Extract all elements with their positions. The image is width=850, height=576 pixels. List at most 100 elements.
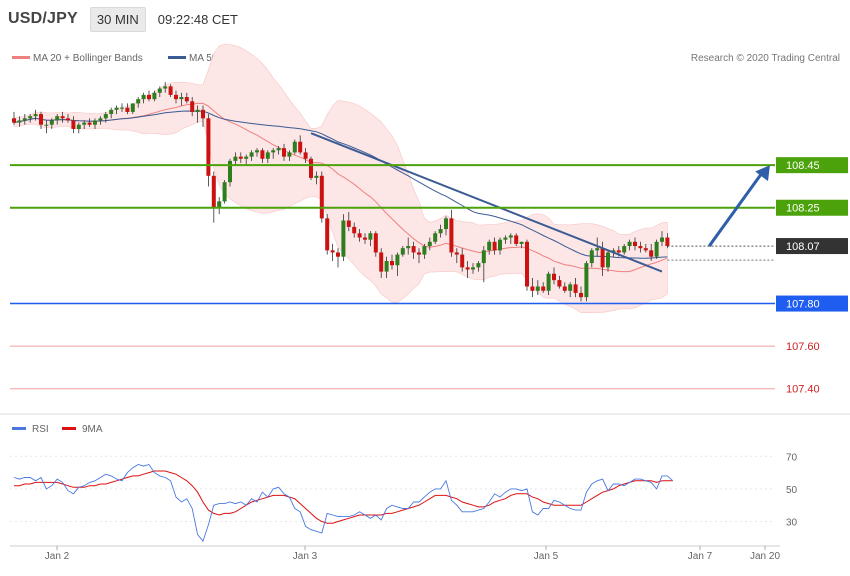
candle	[260, 148, 265, 164]
candle	[17, 116, 22, 127]
candle	[206, 114, 211, 187]
candle	[654, 239, 659, 259]
chart-header: USD/JPY 30 MIN 09:22:48 CET	[0, 0, 850, 38]
level-label-107.60: 107.60	[786, 341, 820, 353]
candle	[454, 248, 459, 264]
candle	[384, 256, 389, 278]
candle	[292, 139, 297, 155]
projection-arrow-line	[707, 169, 766, 247]
candle	[622, 243, 627, 255]
legend-swatch-bollinger	[12, 56, 30, 59]
candle	[120, 103, 124, 112]
ma50-line	[13, 110, 668, 259]
price-panel	[12, 43, 670, 313]
candle	[487, 239, 492, 255]
candle	[427, 237, 432, 251]
candle	[514, 233, 519, 247]
candle	[379, 248, 384, 278]
candle	[633, 237, 637, 251]
candle	[336, 248, 340, 268]
candle	[433, 231, 438, 244]
candle	[573, 278, 578, 298]
level-label-108.25: 108.25	[786, 203, 820, 215]
candle	[103, 111, 108, 123]
candle	[22, 114, 27, 125]
candle	[319, 171, 324, 223]
time-tick-label: Jan 20	[750, 551, 780, 562]
candle	[244, 154, 249, 166]
level-label-107.80: 107.80	[786, 299, 820, 311]
level-tag-107.80	[776, 295, 848, 312]
bollinger-band	[13, 43, 668, 313]
candle	[28, 114, 33, 123]
candle	[211, 171, 216, 223]
candle	[346, 212, 351, 232]
candle	[330, 243, 335, 261]
candle	[114, 105, 119, 115]
candle	[233, 152, 238, 166]
candle	[481, 246, 486, 283]
candle	[325, 214, 330, 255]
candle	[33, 109, 38, 121]
candle	[373, 231, 378, 257]
time-tick-label: Jan 3	[293, 551, 318, 562]
candle	[660, 231, 664, 247]
level-tag-108.07	[776, 238, 848, 255]
rsi-tick-30: 30	[786, 518, 798, 529]
candle	[546, 271, 551, 296]
legend-label-ma50: MA 50	[189, 53, 218, 64]
candle	[438, 224, 443, 238]
candle	[357, 229, 362, 242]
candle	[152, 90, 157, 102]
candle	[589, 248, 594, 268]
candle	[71, 116, 76, 134]
rsi-series-9ma	[14, 470, 673, 524]
candle	[125, 103, 130, 115]
candle	[82, 120, 87, 129]
candle	[98, 116, 103, 125]
candle	[303, 148, 308, 164]
candle	[471, 263, 475, 274]
candle	[530, 278, 535, 298]
candle	[39, 111, 43, 129]
rsi-series-rsi	[13, 463, 674, 543]
candle	[184, 92, 189, 104]
candle	[228, 158, 232, 187]
interval-selector[interactable]: 30 MIN	[89, 6, 146, 32]
candle	[406, 237, 411, 255]
candle	[541, 282, 546, 293]
candle	[60, 111, 65, 123]
candle	[44, 120, 49, 134]
legend: MA 20 + Bollinger Bands MA 50	[12, 53, 218, 64]
candle	[12, 111, 16, 125]
candle	[130, 103, 135, 115]
rsi-legend: RSI 9MA	[12, 424, 103, 435]
candle	[141, 92, 146, 104]
candle	[314, 171, 319, 185]
candle	[400, 246, 405, 257]
candle	[535, 280, 540, 296]
candle	[93, 118, 97, 129]
candle	[422, 243, 427, 259]
candle	[341, 214, 346, 261]
candle	[195, 105, 200, 123]
candle	[49, 118, 54, 129]
candle	[498, 237, 502, 255]
candle	[562, 282, 567, 293]
level-label-108.45: 108.45	[786, 160, 820, 172]
candle	[352, 222, 357, 238]
candle	[508, 233, 513, 244]
time-tick-label: Jan 5	[534, 551, 559, 562]
candle	[168, 84, 173, 98]
legend-label-rsi: RSI	[32, 424, 49, 435]
candle	[368, 231, 373, 247]
candle	[298, 135, 303, 155]
candle	[460, 248, 465, 272]
candle	[136, 97, 141, 108]
candle	[282, 143, 286, 161]
rsi-panel: 30 50 70	[10, 452, 798, 543]
rsi-tick-70: 70	[786, 452, 798, 463]
candle	[638, 241, 643, 253]
candle	[643, 243, 648, 253]
